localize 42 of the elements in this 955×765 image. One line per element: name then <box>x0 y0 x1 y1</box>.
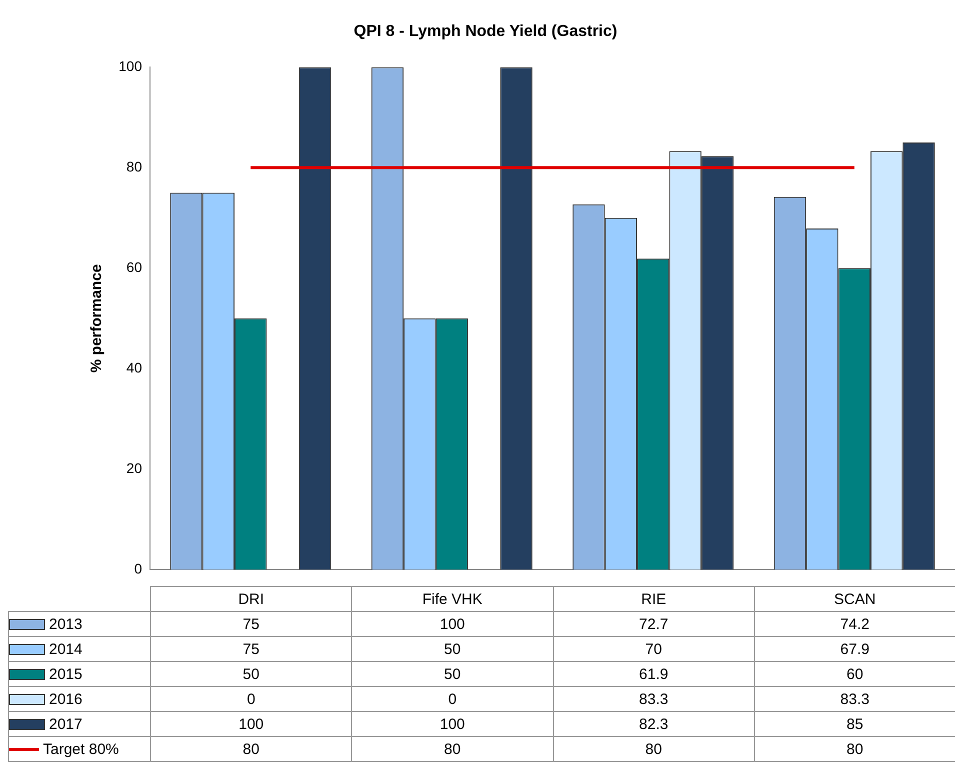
x-tick-label: DRI <box>150 586 352 612</box>
data-label: 61.9 <box>553 662 754 686</box>
data-label: 100 <box>352 612 553 636</box>
y-tick-label: 60 <box>126 259 142 276</box>
data-label: 83.3 <box>553 686 754 712</box>
data-label: 70 <box>553 636 754 662</box>
legend-label: 2017 <box>49 716 82 732</box>
data-label: 50 <box>150 662 352 686</box>
chart-title: QPI 8 - Lymph Node Yield (Gastric) <box>354 23 618 40</box>
data-label: 82.3 <box>553 712 754 736</box>
legend-label: 2014 <box>49 640 82 658</box>
x-tick-label: Fife VHK <box>352 586 553 612</box>
data-label: 80 <box>553 736 754 762</box>
data-label: 72.7 <box>553 612 754 636</box>
legend-label: Target 80% <box>43 740 119 758</box>
y-axis-title: % performance <box>88 264 106 373</box>
data-label: 80 <box>150 736 352 762</box>
y-tick-label: 80 <box>126 158 142 175</box>
data-label: 83.3 <box>754 686 955 712</box>
data-label: 0 <box>352 686 553 712</box>
data-label: 75 <box>150 612 352 636</box>
data-label: 75 <box>150 636 352 662</box>
y-tick-label: 40 <box>126 360 142 376</box>
x-tick-label: RIE <box>553 586 754 612</box>
y-tick-label: 0 <box>134 560 142 576</box>
data-label: 50 <box>352 662 553 686</box>
data-label: 50 <box>352 636 553 662</box>
y-tick-label: 20 <box>126 460 142 476</box>
data-label: 80 <box>754 736 955 762</box>
legend-label: 2013 <box>49 616 82 632</box>
legend-label: 2015 <box>49 666 82 682</box>
data-label: 74.2 <box>754 612 955 636</box>
data-label: 85 <box>754 712 955 736</box>
x-tick-label: SCAN <box>754 586 955 612</box>
data-label: 0 <box>150 686 352 712</box>
data-label: 80 <box>352 736 553 762</box>
data-label: 100 <box>150 712 352 736</box>
y-tick-label: 100 <box>118 58 142 74</box>
data-label: 100 <box>352 712 553 736</box>
data-label: 67.9 <box>754 636 955 662</box>
legend-label: 2016 <box>49 690 82 708</box>
data-label: 60 <box>754 662 955 686</box>
